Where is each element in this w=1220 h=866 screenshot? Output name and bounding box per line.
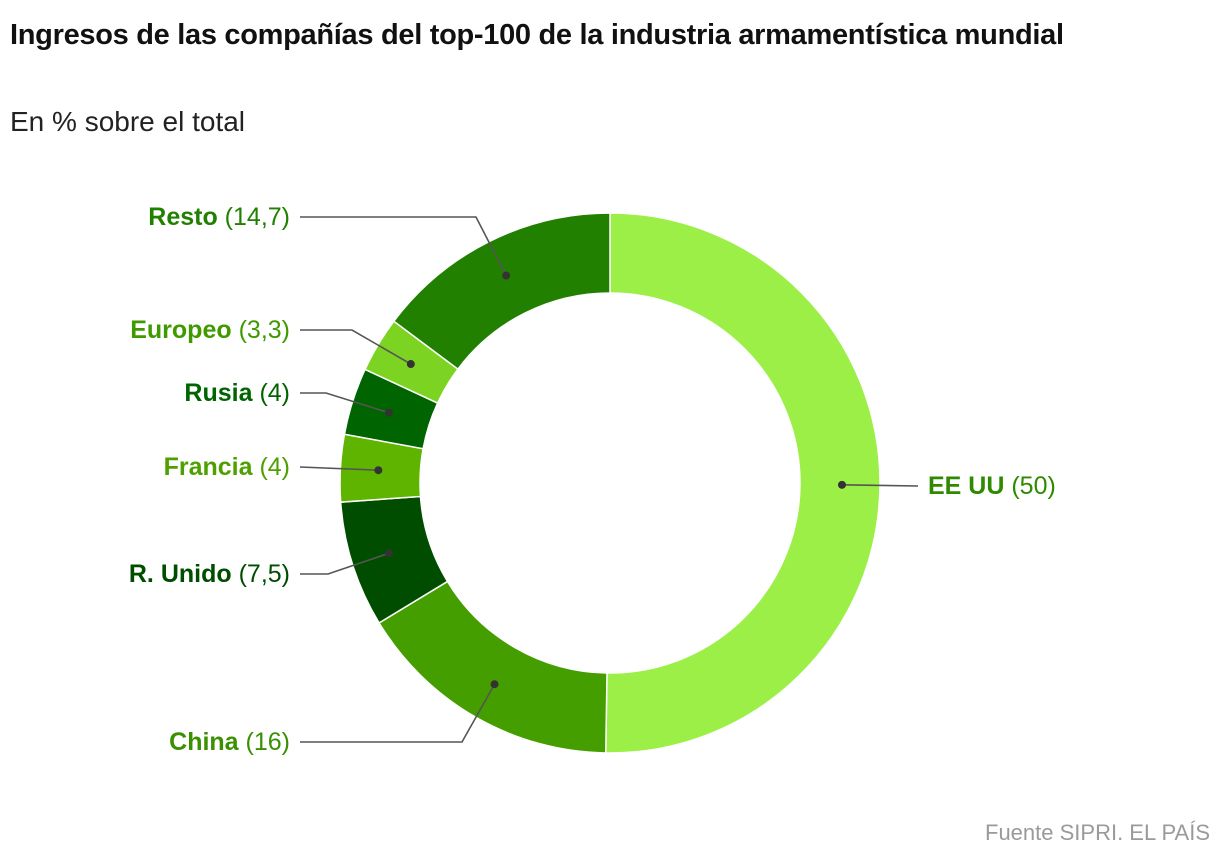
slice-label: Resto (14,7) bbox=[148, 202, 290, 232]
source-note: Fuente SIPRI. EL PAÍS bbox=[985, 820, 1210, 845]
slice-label: China (16) bbox=[169, 727, 290, 757]
slice-label: Francia (4) bbox=[164, 452, 290, 482]
leader-dot bbox=[374, 466, 383, 475]
slice-label-value: (16) bbox=[238, 728, 290, 756]
slice-label: EE UU (50) bbox=[928, 471, 1056, 501]
leader-line bbox=[300, 216, 507, 276]
leader-line bbox=[299, 466, 379, 471]
leader-line bbox=[841, 484, 919, 487]
slice-label-value: (14,7) bbox=[217, 203, 290, 231]
leader-line bbox=[300, 392, 390, 414]
slice-label-value: (50) bbox=[1004, 472, 1056, 500]
leader-dot bbox=[406, 360, 415, 369]
leader-dot bbox=[837, 480, 846, 489]
slice-ee-uu bbox=[604, 212, 881, 754]
slice-china bbox=[378, 580, 608, 754]
slice-label-name: R. Unido bbox=[128, 560, 232, 588]
leader-line bbox=[300, 683, 496, 743]
slice-label-value: (7,5) bbox=[231, 560, 290, 588]
chart-subtitle: En % sobre el total bbox=[10, 106, 246, 137]
leader-dot bbox=[490, 680, 499, 689]
slice-label: R. Unido (7,5) bbox=[129, 559, 290, 589]
chart-title: Ingresos de las compañías del top-100 de… bbox=[10, 19, 1064, 51]
leader-line bbox=[300, 552, 390, 575]
slice-label-value: (4) bbox=[252, 379, 290, 407]
slice-label: Rusia (4) bbox=[184, 378, 290, 408]
slice-label-value: (4) bbox=[252, 453, 290, 481]
leader-line bbox=[300, 329, 412, 365]
slice-label-name: Europeo bbox=[130, 316, 232, 344]
slice-label-name: EE UU bbox=[928, 472, 1005, 500]
leader-dot bbox=[384, 408, 393, 417]
slice-label-name: Resto bbox=[148, 203, 218, 231]
slice-label-name: China bbox=[169, 728, 239, 756]
slice-label-value: (3,3) bbox=[231, 316, 290, 344]
slice-resto bbox=[392, 212, 611, 371]
slice-label-name: Rusia bbox=[184, 379, 253, 407]
leader-dot bbox=[384, 549, 393, 558]
slice-label: Europeo (3,3) bbox=[130, 315, 290, 345]
slice-label-name: Francia bbox=[163, 453, 253, 481]
leader-dot bbox=[502, 271, 511, 280]
